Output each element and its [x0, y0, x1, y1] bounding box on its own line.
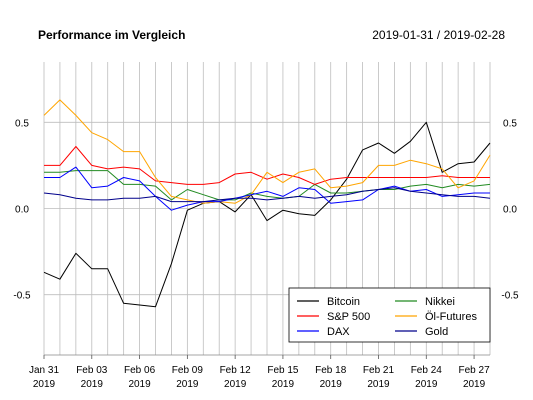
- date-range-label: 2019-01-31 / 2019-02-28: [372, 28, 505, 42]
- y-tick-label-right: 0.0: [503, 205, 517, 216]
- legend-label: DAX: [327, 326, 350, 338]
- y-axis-right: -0.5 0.0 0.5: [501, 118, 519, 301]
- legend-label: Gold: [425, 326, 448, 338]
- x-tick-label: Feb 27: [459, 365, 491, 376]
- y-tick-label-left: 0.5: [15, 118, 29, 129]
- series-line-bitcoin: [43, 121, 491, 308]
- y-tick-label-left: -0.5: [13, 291, 31, 302]
- x-tick-year: 2019: [33, 379, 56, 390]
- legend: Bitcoin Nikkei S&P 500 Öl-Futures DAX Gold: [288, 287, 491, 343]
- legend-label: Öl-Futures: [425, 311, 477, 323]
- legend-label: Bitcoin: [327, 296, 360, 308]
- x-tick-year: 2019: [415, 379, 438, 390]
- x-tick-label: Feb 15: [267, 365, 299, 376]
- x-tick-year: 2019: [128, 379, 151, 390]
- series-lines: [43, 99, 491, 308]
- series-line-s-p-500: [44, 146, 490, 185]
- x-axis: Jan 31 2019 Feb 03 2019 Feb 06 2019 Feb 09 2019…: [29, 355, 490, 390]
- x-tick-year: 2019: [367, 379, 390, 390]
- x-tick-year: 2019: [463, 379, 486, 390]
- series-line--l-futures: [43, 99, 491, 204]
- legend-label: S&P 500: [327, 311, 370, 323]
- legend-box: [288, 287, 491, 343]
- x-tick-label: Feb 03: [76, 365, 108, 376]
- x-tick-year: 2019: [176, 379, 199, 390]
- chart-title: Performance im Vergleich: [38, 28, 185, 42]
- y-tick-label-right: 0.5: [503, 118, 517, 129]
- x-tick-label: Feb 24: [411, 365, 443, 376]
- y-tick-label-right: -0.5: [501, 291, 519, 302]
- x-tick-year: 2019: [81, 379, 104, 390]
- x-tick-label: Feb 18: [315, 365, 347, 376]
- y-axis-left: -0.5 0.0 0.5: [13, 118, 31, 301]
- x-tick-year: 2019: [224, 379, 247, 390]
- y-tick-label-left: 0.0: [15, 205, 29, 216]
- x-tick-label: Jan 31: [29, 365, 59, 376]
- x-tick-year: 2019: [272, 379, 295, 390]
- x-tick-label: Feb 21: [363, 365, 395, 376]
- series-line-dax: [44, 166, 490, 211]
- legend-label: Nikkei: [425, 296, 455, 308]
- x-tick-label: Feb 12: [220, 365, 252, 376]
- x-tick-label: Feb 09: [172, 365, 204, 376]
- x-tick-label: Feb 06: [124, 365, 156, 376]
- series-line-gold: [43, 187, 491, 203]
- x-tick-year: 2019: [320, 379, 343, 390]
